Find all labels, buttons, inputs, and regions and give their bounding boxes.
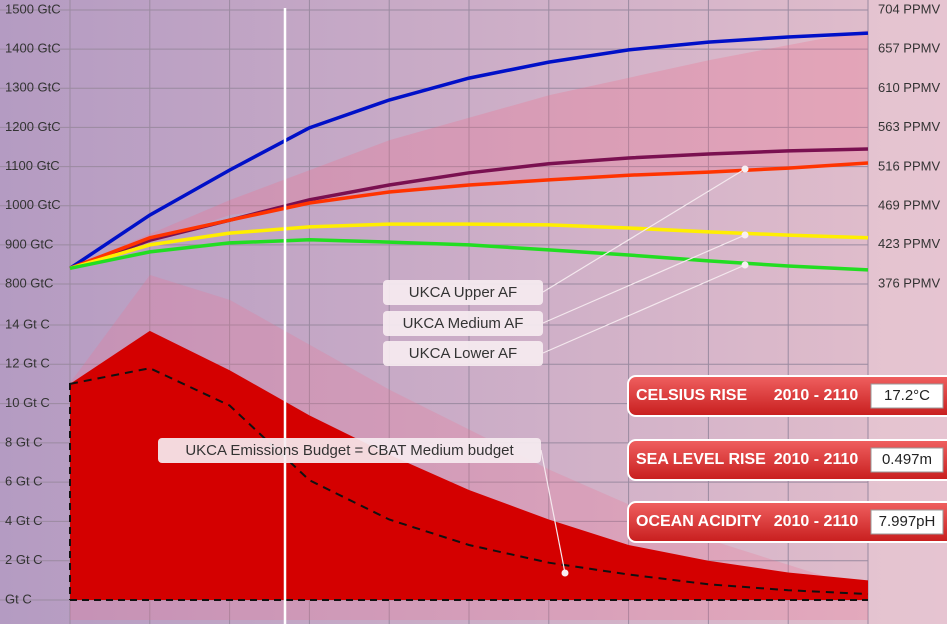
line: [69, 238, 869, 272]
panel-period: 2010 - 2110: [774, 387, 859, 404]
y-tick-label: 1100 GtC: [5, 158, 60, 173]
y-tick-label: 2 Gt C: [5, 552, 43, 567]
panel-value-box: [870, 509, 944, 535]
leader-line: [542, 264, 746, 354]
leader-dot: [741, 231, 749, 239]
annotation-box: [383, 280, 543, 305]
y2-tick-label: 423 PPMV: [878, 236, 940, 251]
leader-line: [540, 449, 566, 574]
panel-value: 7.997pH: [879, 513, 936, 530]
y-tick-label: 900 GtC: [5, 236, 53, 251]
y2-tick-label: 610 PPMV: [878, 80, 940, 95]
panel-value: 0.497m: [882, 451, 932, 468]
y2-tick-label: 376 PPMV: [878, 275, 940, 290]
annotation-box: [383, 341, 543, 366]
y-tick-label: 6 Gt C: [5, 474, 43, 489]
panel-box: [627, 375, 947, 417]
y-tick-label: 1000 GtC: [5, 197, 61, 212]
y2-tick-label: 657 PPMV: [878, 41, 940, 56]
y-tick-label: 10 Gt C: [5, 395, 50, 410]
panel-value-box: [870, 447, 944, 473]
annotation-box: [158, 438, 541, 463]
leader-dot: [561, 569, 569, 577]
y2-tick-label: 704 PPMV: [878, 1, 940, 16]
y-tick-label: 4 Gt C: [5, 513, 43, 528]
line: [69, 367, 869, 596]
leader-line: [542, 168, 746, 293]
annotation-box: [383, 311, 543, 336]
leader-dot: [741, 261, 749, 269]
y-tick-label: Gt C: [5, 591, 32, 606]
line: [69, 161, 869, 270]
info-panels: CELSIUS RISE 2010 - 2110 17.2°C SEA LEVEL R…: [627, 375, 947, 543]
area: [70, 330, 868, 600]
y2-tick-label: 563 PPMV: [878, 119, 940, 134]
y-tick-label: 1400 GtC: [5, 41, 61, 56]
panel-value-box: [870, 383, 944, 409]
line: [69, 222, 869, 270]
annotation: UKCA Emissions Budget = CBAT Medium budg…: [185, 442, 514, 459]
panel-box: [627, 439, 947, 481]
labels: 800 GtC 900 GtC 1000 GtC 1100 GtC 1200 GtC 13…: [5, 1, 940, 606]
y-tick-label: 1500 GtC: [5, 1, 61, 16]
annotation: UKCA Medium AF: [403, 315, 524, 332]
y-tick-label: 12 Gt C: [5, 356, 50, 371]
panel-box: [627, 501, 947, 543]
annotation: UKCA Upper AF: [409, 284, 517, 301]
y-tick-label: 1300 GtC: [5, 80, 61, 95]
leader-dot: [741, 165, 749, 173]
panel-period: 2010 - 2110: [774, 451, 859, 468]
y2-tick-label: 516 PPMV: [878, 158, 940, 173]
y-tick-label: 14 Gt C: [5, 316, 50, 331]
y-tick-label: 1200 GtC: [5, 119, 61, 134]
panel-label: CELSIUS RISE: [636, 387, 747, 404]
y-tick-label: 8 Gt C: [5, 434, 43, 449]
line: [69, 31, 869, 270]
y-tick-label: 800 GtC: [5, 275, 53, 290]
panel-period: 2010 - 2110: [774, 513, 859, 530]
panel-label: SEA LEVEL RISE: [636, 451, 766, 468]
plot: [69, 31, 869, 600]
leader-line: [542, 234, 746, 324]
y2-tick-label: 469 PPMV: [878, 198, 940, 213]
panel-value: 17.2°C: [884, 387, 930, 404]
annotation: UKCA Lower AF: [409, 345, 517, 362]
panel-label: OCEAN ACIDITY: [636, 513, 762, 530]
